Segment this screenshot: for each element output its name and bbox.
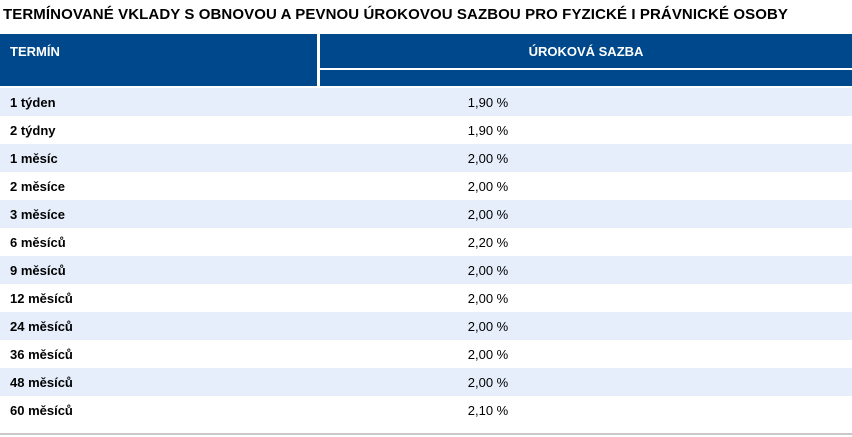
- term-cell: 3 měsíce: [10, 206, 65, 222]
- header-subrow-divider: [320, 68, 852, 70]
- term-cell: 36 měsíců: [10, 346, 73, 362]
- deposit-rates-table: TERMÍN ÚROKOVÁ SAZBA 1 týden 1,90 % 2 týdn…: [0, 34, 852, 424]
- rate-cell: 2,00 %: [467, 290, 509, 306]
- table-row: 2 týdny 1,90 %: [0, 116, 852, 144]
- term-cell: 1 měsíc: [10, 150, 58, 166]
- page-title: TERMÍNOVANÉ VKLADY S OBNOVOU A PEVNOU ÚR…: [3, 6, 789, 23]
- table-row: 48 měsíců 2,00 %: [0, 368, 852, 396]
- table-row: 60 měsíců 2,10 %: [0, 396, 852, 424]
- table-row: 36 měsíců 2,00 %: [0, 340, 852, 368]
- term-cell: 60 měsíců: [10, 402, 73, 418]
- rate-cell: 2,00 %: [467, 206, 509, 222]
- column-header-term: TERMÍN: [0, 34, 317, 86]
- table-row: 3 měsíce 2,00 %: [0, 200, 852, 228]
- table-row: 12 měsíců 2,00 %: [0, 284, 852, 312]
- term-cell: 24 měsíců: [10, 318, 73, 334]
- rate-cell: 2,00 %: [467, 318, 509, 334]
- rate-cell: 1,90 %: [467, 94, 509, 110]
- rate-cell: 1,90 %: [467, 122, 509, 138]
- term-cell: 12 měsíců: [10, 290, 73, 306]
- table-body: 1 týden 1,90 % 2 týdny 1,90 % 1 měsíc 2,00 % 2…: [0, 88, 852, 424]
- bottom-divider: [0, 433, 852, 435]
- term-cell: 9 měsíců: [10, 262, 66, 278]
- rate-cell: 2,00 %: [467, 374, 509, 390]
- rate-cell: 2,00 %: [467, 178, 509, 194]
- term-cell: 1 týden: [10, 94, 56, 110]
- term-cell: 48 měsíců: [10, 374, 73, 390]
- rate-cell: 2,10 %: [467, 402, 509, 418]
- table-row: 24 měsíců 2,00 %: [0, 312, 852, 340]
- table-row: 1 měsíc 2,00 %: [0, 144, 852, 172]
- table-row: 2 měsíce 2,00 %: [0, 172, 852, 200]
- table-row: 1 týden 1,90 %: [0, 88, 852, 116]
- header-subrow: [320, 70, 852, 86]
- header-rate-group: ÚROKOVÁ SAZBA: [320, 34, 852, 86]
- rate-cell: 2,00 %: [467, 346, 509, 362]
- table-row: 6 měsíců 2,20 %: [0, 228, 852, 256]
- column-header-rate: ÚROKOVÁ SAZBA: [320, 34, 852, 68]
- rate-cell: 2,20 %: [467, 234, 509, 250]
- table-header: TERMÍN ÚROKOVÁ SAZBA: [0, 34, 852, 86]
- term-cell: 2 měsíce: [10, 178, 65, 194]
- rate-cell: 2,00 %: [467, 262, 509, 278]
- header-column-divider: [317, 34, 320, 86]
- rate-cell: 2,00 %: [467, 150, 509, 166]
- table-row: 9 měsíců 2,00 %: [0, 256, 852, 284]
- term-cell: 2 týdny: [10, 122, 56, 138]
- term-cell: 6 měsíců: [10, 234, 66, 250]
